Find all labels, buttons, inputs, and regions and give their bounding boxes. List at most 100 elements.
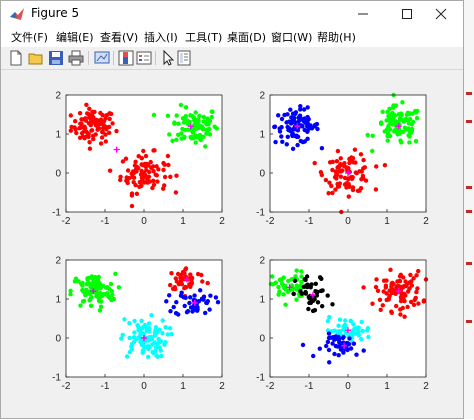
scatter-point bbox=[303, 277, 308, 283]
title-bar[interactable]: Figure 5 bbox=[1, 1, 463, 27]
scatter-point bbox=[282, 112, 287, 118]
scatter-point bbox=[200, 127, 206, 132]
scatter-point bbox=[208, 293, 213, 298]
insert-legend-icon[interactable] bbox=[135, 49, 153, 67]
scatter-point bbox=[413, 139, 419, 144]
scatter-point bbox=[305, 129, 310, 134]
scatter-point bbox=[209, 109, 214, 114]
scatter-point bbox=[272, 124, 277, 130]
centroid-marker bbox=[90, 288, 97, 295]
scatter-point bbox=[276, 113, 281, 118]
matlab-icon bbox=[10, 8, 24, 20]
edit-plot-icon[interactable] bbox=[159, 49, 177, 67]
scatter-point bbox=[409, 283, 415, 288]
y-tick-label: 1 bbox=[259, 295, 265, 306]
scatter-point bbox=[168, 282, 173, 288]
link-plot-icon[interactable] bbox=[93, 49, 111, 67]
scatter-point bbox=[203, 310, 208, 316]
scatter-point bbox=[138, 339, 143, 345]
scatter-point bbox=[315, 289, 320, 295]
scatter-point bbox=[389, 290, 394, 296]
scatter-point bbox=[386, 131, 391, 136]
scatter-point bbox=[294, 133, 299, 138]
y-tick-label: -1 bbox=[256, 208, 265, 219]
scatter-point bbox=[167, 326, 173, 331]
scatter-point bbox=[345, 340, 350, 346]
scatter-point bbox=[365, 132, 370, 138]
centroid-marker bbox=[309, 292, 316, 299]
scatter-point bbox=[87, 297, 93, 302]
scatter-point bbox=[153, 172, 158, 177]
scatter-point bbox=[101, 123, 106, 128]
y-tick-label: -1 bbox=[52, 373, 61, 384]
figure-canvas[interactable]: -2 -1 0 1 2 -1 0 1 2 -2 -1 0 1 2 -1 0 1 2 -2 -1 0 1 2 -1 0 1 2 -… bbox=[4, 70, 460, 416]
scatter-point bbox=[74, 130, 79, 136]
scatter-point bbox=[337, 168, 342, 173]
scatter-point bbox=[199, 272, 204, 278]
scatter-point bbox=[103, 132, 108, 137]
scatter-point bbox=[122, 317, 127, 322]
menu-window[interactable]: 窗口(W) bbox=[271, 31, 313, 44]
scatter-point bbox=[72, 125, 77, 130]
scatter-point bbox=[77, 111, 83, 116]
minimize-button[interactable] bbox=[343, 1, 383, 27]
scatter-point bbox=[127, 335, 132, 341]
scatter-point bbox=[107, 130, 112, 135]
scatter-point bbox=[129, 193, 135, 198]
property-inspector-icon[interactable] bbox=[175, 49, 193, 67]
scatter-point bbox=[155, 179, 160, 184]
scatter-point bbox=[161, 167, 166, 173]
scatter-point bbox=[84, 102, 89, 107]
maximize-button[interactable] bbox=[387, 1, 427, 27]
x-tick-label: 1 bbox=[384, 216, 390, 227]
centroid-marker bbox=[345, 170, 351, 176]
scatter-point bbox=[143, 153, 149, 159]
scatter-point bbox=[193, 140, 198, 145]
scatter-point bbox=[201, 134, 206, 139]
scatter-point bbox=[108, 281, 114, 287]
scatter-point bbox=[344, 346, 349, 351]
scatter-point bbox=[173, 311, 179, 316]
scatter-point bbox=[174, 137, 179, 142]
x-tick-label: 0 bbox=[345, 216, 351, 227]
new-figure-icon[interactable] bbox=[7, 49, 25, 67]
save-icon[interactable] bbox=[47, 49, 65, 67]
centroid-marker bbox=[286, 284, 293, 291]
open-file-icon[interactable] bbox=[27, 49, 45, 67]
scatter-point bbox=[387, 106, 392, 111]
menu-view[interactable]: 查看(V) bbox=[100, 31, 139, 44]
menu-edit[interactable]: 编辑(E) bbox=[56, 31, 94, 44]
print-icon[interactable] bbox=[67, 49, 85, 67]
menu-help[interactable]: 帮助(H) bbox=[317, 31, 356, 44]
scatter-point bbox=[361, 285, 366, 290]
scatter-point bbox=[354, 170, 359, 175]
y-tick-label: 1 bbox=[55, 295, 61, 306]
scatter-point bbox=[291, 291, 296, 296]
scatter-point bbox=[133, 159, 138, 164]
menu-file[interactable]: 文件(F) bbox=[11, 31, 48, 44]
figure-toolbar bbox=[1, 47, 463, 70]
insert-colorbar-icon[interactable] bbox=[117, 49, 135, 67]
scatter-point bbox=[312, 160, 317, 166]
scatter-point bbox=[315, 300, 321, 305]
scatter-point bbox=[350, 156, 356, 161]
menu-insert[interactable]: 插入(I) bbox=[144, 31, 178, 44]
scatter-point bbox=[398, 312, 403, 317]
scatter-point bbox=[336, 323, 341, 328]
scatter-point bbox=[80, 287, 85, 293]
scatter-point bbox=[205, 127, 210, 132]
scatter-point bbox=[403, 279, 408, 284]
scatter-point bbox=[152, 340, 158, 345]
scatter-point bbox=[200, 279, 205, 284]
menu-desktop[interactable]: 桌面(D) bbox=[227, 31, 267, 44]
scatter-point bbox=[352, 147, 358, 152]
y-tick-label: -1 bbox=[52, 208, 61, 219]
scatter-point bbox=[299, 269, 304, 274]
menu-tools[interactable]: 工具(T) bbox=[185, 31, 223, 44]
scatter-point bbox=[348, 318, 353, 323]
close-button[interactable] bbox=[421, 1, 461, 27]
scatter-point bbox=[334, 159, 340, 164]
x-tick-label: -2 bbox=[266, 381, 275, 392]
y-tick-label: 1 bbox=[55, 130, 61, 141]
